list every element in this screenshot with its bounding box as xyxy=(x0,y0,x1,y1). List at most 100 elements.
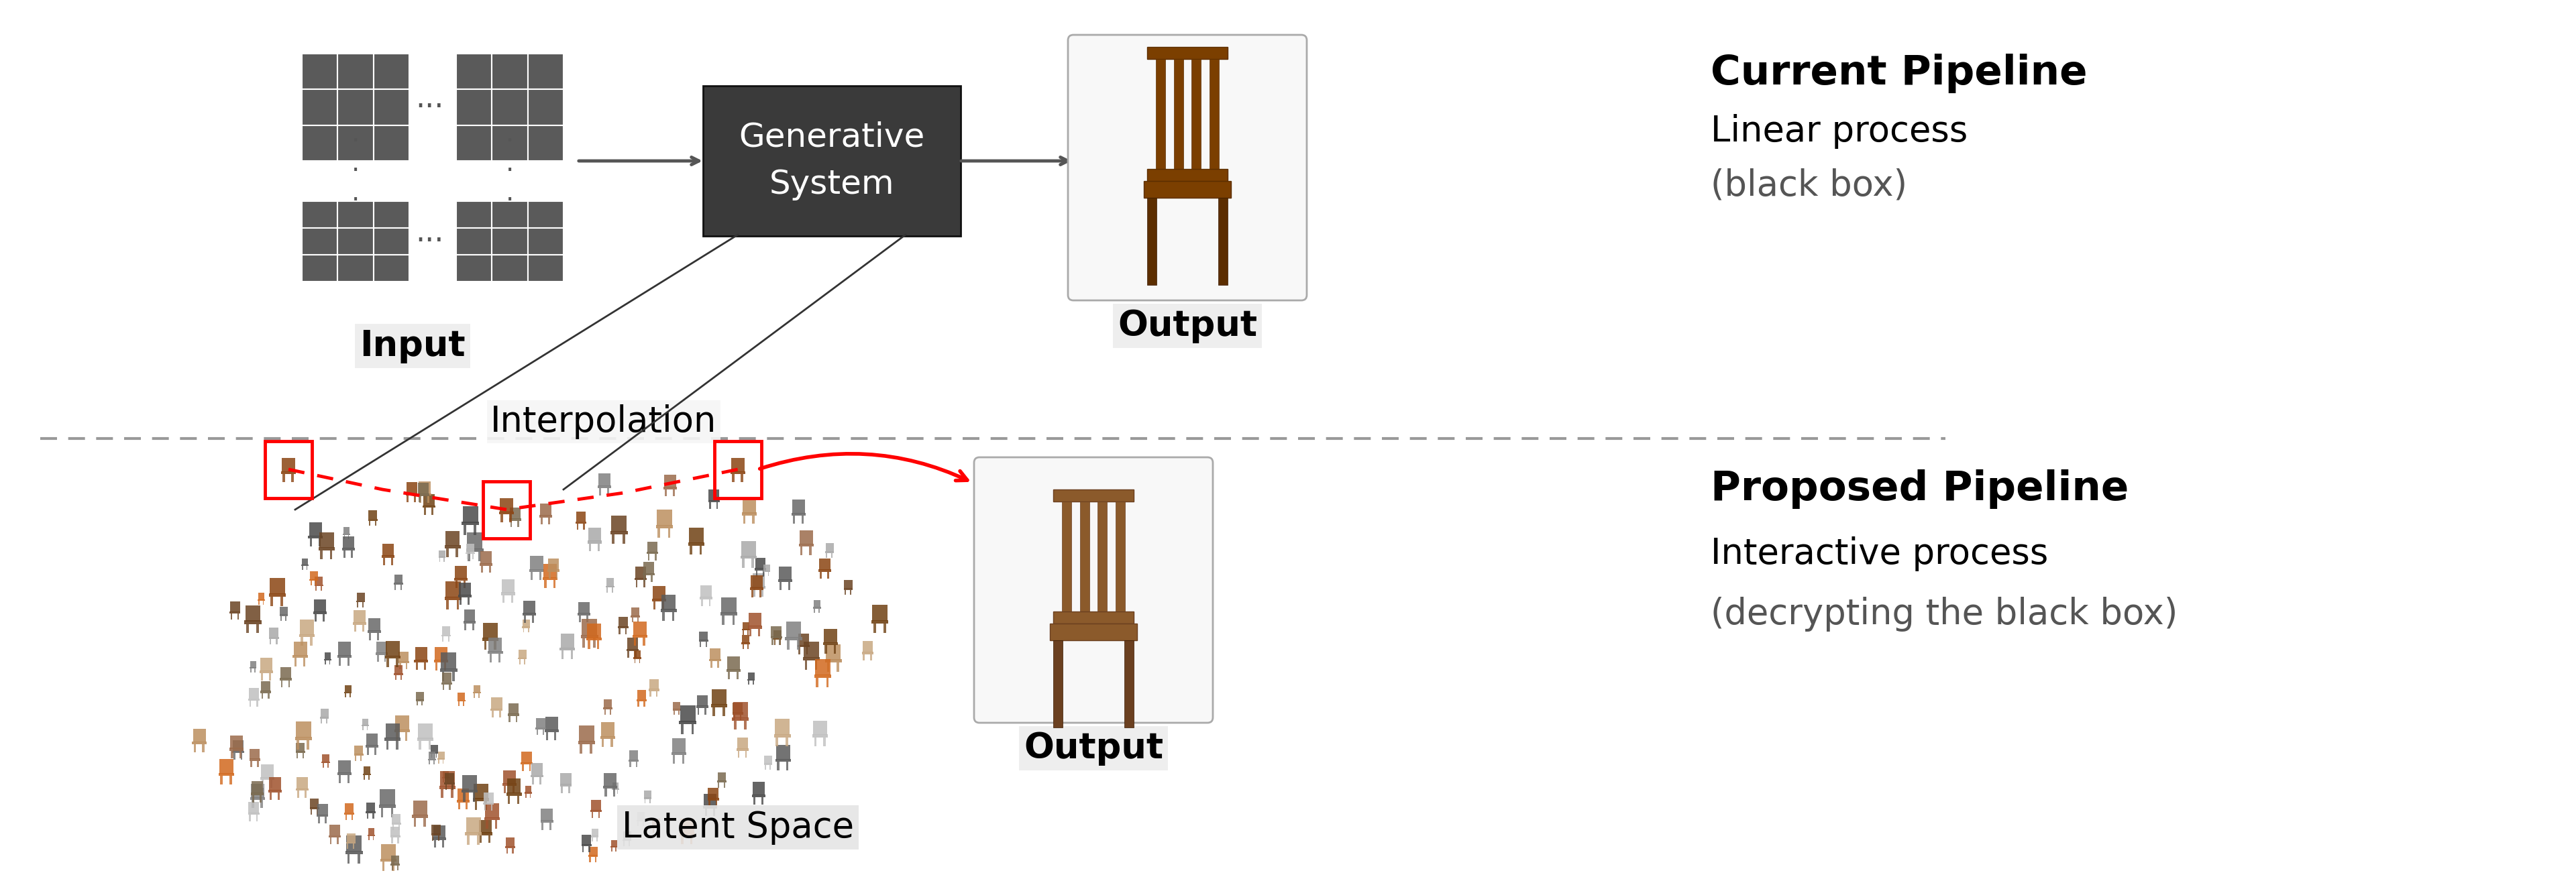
Bar xyxy=(281,607,289,615)
Bar xyxy=(502,771,515,783)
Bar xyxy=(294,737,312,740)
Bar xyxy=(742,541,755,556)
Bar xyxy=(510,518,520,521)
Bar xyxy=(330,835,340,838)
Bar xyxy=(680,833,696,836)
Bar xyxy=(510,508,520,519)
Bar xyxy=(363,774,371,775)
Bar xyxy=(629,759,639,762)
Bar xyxy=(345,842,355,844)
Bar xyxy=(355,745,363,754)
Bar xyxy=(778,580,793,582)
Bar xyxy=(845,588,853,590)
Bar xyxy=(636,567,647,578)
Bar xyxy=(438,551,446,557)
Bar xyxy=(345,812,355,815)
Bar xyxy=(1146,169,1229,181)
Bar xyxy=(1051,624,1136,640)
Bar xyxy=(778,567,791,580)
Bar xyxy=(466,832,482,836)
Bar xyxy=(260,777,276,780)
Bar xyxy=(348,833,355,842)
Bar xyxy=(394,674,402,675)
Bar xyxy=(1146,198,1157,285)
Bar xyxy=(374,89,410,125)
Bar xyxy=(528,228,564,255)
Bar xyxy=(296,752,304,753)
Bar xyxy=(314,611,327,614)
Bar xyxy=(219,773,234,776)
Bar xyxy=(582,638,585,648)
Bar xyxy=(680,819,693,833)
Bar xyxy=(299,620,314,635)
Bar xyxy=(665,475,675,488)
Bar xyxy=(440,786,456,789)
Bar xyxy=(791,500,806,514)
Bar xyxy=(750,613,762,626)
Bar xyxy=(281,471,296,474)
Bar xyxy=(636,699,647,701)
Bar xyxy=(368,631,381,633)
Bar xyxy=(492,228,528,255)
Bar xyxy=(461,775,477,790)
Bar xyxy=(827,645,840,660)
Bar xyxy=(631,616,639,617)
Bar xyxy=(600,723,616,737)
Bar xyxy=(752,795,765,797)
Bar xyxy=(456,700,466,702)
Bar xyxy=(374,125,410,160)
Bar xyxy=(1054,640,1061,728)
Bar xyxy=(634,658,641,659)
Bar xyxy=(742,512,757,516)
Bar xyxy=(368,510,376,519)
Bar xyxy=(623,839,631,841)
Bar xyxy=(309,523,322,537)
Bar xyxy=(258,600,265,601)
Bar xyxy=(528,89,564,125)
Bar xyxy=(417,494,430,496)
Bar xyxy=(268,594,286,596)
Bar xyxy=(268,637,278,638)
Bar xyxy=(469,552,471,561)
Bar xyxy=(618,626,629,628)
Bar xyxy=(250,759,260,761)
Bar xyxy=(446,545,461,548)
Bar xyxy=(301,53,337,89)
Bar xyxy=(281,615,289,616)
Bar xyxy=(546,717,559,731)
Bar xyxy=(603,708,613,709)
Bar xyxy=(827,678,829,688)
Bar xyxy=(337,89,374,125)
Bar xyxy=(544,564,556,578)
Bar xyxy=(337,201,374,228)
Bar xyxy=(438,752,446,759)
Bar xyxy=(399,652,410,662)
Bar xyxy=(824,642,837,645)
Bar xyxy=(392,826,399,836)
Bar xyxy=(523,626,531,628)
Bar xyxy=(804,657,819,660)
Bar xyxy=(229,611,240,614)
Bar xyxy=(384,655,402,659)
Bar xyxy=(518,658,526,660)
Bar xyxy=(742,622,750,630)
Bar xyxy=(680,705,696,722)
Bar xyxy=(649,689,659,691)
Bar xyxy=(368,835,376,836)
Bar xyxy=(1054,489,1133,502)
Bar xyxy=(466,553,474,554)
Bar xyxy=(404,493,417,496)
Bar xyxy=(443,771,448,778)
Bar xyxy=(268,777,281,790)
Bar xyxy=(775,719,791,735)
Bar xyxy=(374,255,410,282)
Bar xyxy=(698,631,708,640)
Bar xyxy=(366,811,376,813)
Bar xyxy=(422,495,435,506)
Bar xyxy=(641,573,654,575)
Bar xyxy=(309,572,317,580)
Bar xyxy=(453,672,456,681)
Bar xyxy=(750,587,762,589)
Bar xyxy=(374,53,410,89)
Bar xyxy=(466,817,482,833)
